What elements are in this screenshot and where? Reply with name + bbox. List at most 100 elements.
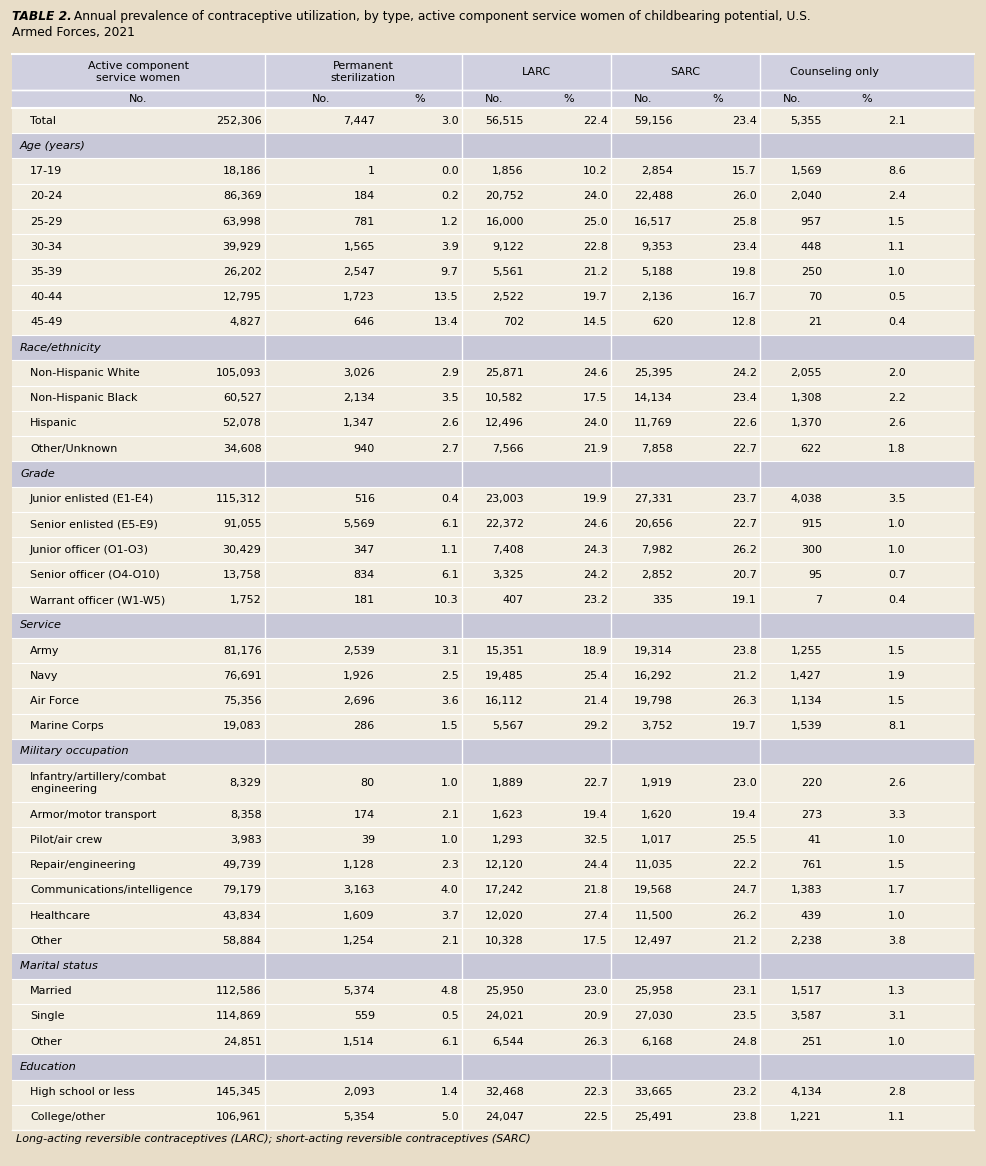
Text: 1: 1 [368, 166, 375, 176]
Text: 24.3: 24.3 [583, 545, 607, 555]
Text: 1,623: 1,623 [492, 809, 524, 820]
Text: Race/ethnicity: Race/ethnicity [20, 343, 102, 353]
Text: 1,569: 1,569 [791, 166, 822, 176]
Text: 3,752: 3,752 [641, 722, 672, 731]
Text: 24.6: 24.6 [583, 368, 607, 378]
Text: 106,961: 106,961 [216, 1112, 261, 1123]
Text: 26.3: 26.3 [732, 696, 756, 705]
Text: 35-39: 35-39 [30, 267, 62, 278]
Text: 0.5: 0.5 [888, 293, 906, 302]
Text: 22.7: 22.7 [732, 519, 756, 529]
Text: 1.0: 1.0 [888, 267, 906, 278]
Bar [12, 410, 974, 436]
Text: Junior enlisted (E1-E4): Junior enlisted (E1-E4) [30, 494, 154, 504]
Text: 22.7: 22.7 [583, 778, 607, 788]
Text: 17-19: 17-19 [30, 166, 62, 176]
Text: 8.6: 8.6 [888, 166, 906, 176]
Text: 22.8: 22.8 [583, 241, 607, 252]
Bar [12, 802, 974, 827]
Text: 24.2: 24.2 [732, 368, 756, 378]
Text: 39,929: 39,929 [223, 241, 261, 252]
Text: 0.7: 0.7 [888, 570, 906, 580]
Text: 40-44: 40-44 [30, 293, 62, 302]
Text: 20.9: 20.9 [583, 1011, 607, 1021]
Text: %: % [414, 94, 425, 104]
Text: SARC: SARC [670, 66, 700, 77]
Text: 21.8: 21.8 [583, 885, 607, 895]
Text: 3.6: 3.6 [441, 696, 458, 705]
Text: 19,314: 19,314 [634, 646, 672, 655]
Text: 27,331: 27,331 [634, 494, 672, 504]
Text: 45-49: 45-49 [30, 317, 62, 328]
Text: 1,128: 1,128 [343, 861, 375, 870]
Text: 115,312: 115,312 [216, 494, 261, 504]
Text: Non-Hispanic White: Non-Hispanic White [30, 368, 140, 378]
Bar [12, 285, 974, 310]
Text: 15,351: 15,351 [485, 646, 524, 655]
Text: 1,427: 1,427 [790, 670, 822, 681]
Bar [12, 688, 974, 714]
Text: 13,758: 13,758 [223, 570, 261, 580]
Text: 19.7: 19.7 [732, 722, 756, 731]
Bar [12, 978, 974, 1004]
Text: 7,566: 7,566 [492, 444, 524, 454]
Text: 105,093: 105,093 [216, 368, 261, 378]
Text: 11,500: 11,500 [634, 911, 672, 920]
Text: 915: 915 [801, 519, 822, 529]
Bar [12, 335, 974, 360]
Text: 3.7: 3.7 [441, 911, 458, 920]
Text: 22.5: 22.5 [583, 1112, 607, 1123]
Text: %: % [862, 94, 873, 104]
Text: 18,186: 18,186 [223, 166, 261, 176]
Text: 1,539: 1,539 [791, 722, 822, 731]
Text: 30-34: 30-34 [30, 241, 62, 252]
Text: 181: 181 [354, 595, 375, 605]
Text: 1.8: 1.8 [888, 444, 906, 454]
Text: 24,021: 24,021 [485, 1011, 524, 1021]
Text: 16,112: 16,112 [485, 696, 524, 705]
Text: 1.0: 1.0 [888, 835, 906, 845]
Text: 23.4: 23.4 [732, 241, 756, 252]
Text: 25,491: 25,491 [634, 1112, 672, 1123]
Text: 2,854: 2,854 [641, 166, 672, 176]
Text: 2,696: 2,696 [343, 696, 375, 705]
Text: 1,370: 1,370 [791, 419, 822, 428]
Text: 112,586: 112,586 [216, 986, 261, 996]
Text: 622: 622 [801, 444, 822, 454]
Text: 3,325: 3,325 [492, 570, 524, 580]
Text: Permanent
sterilization: Permanent sterilization [330, 61, 395, 83]
Text: 41: 41 [808, 835, 822, 845]
Text: 59,156: 59,156 [634, 115, 672, 126]
Text: Senior officer (O4-O10): Senior officer (O4-O10) [30, 570, 160, 580]
Text: 56,515: 56,515 [485, 115, 524, 126]
Text: 19.8: 19.8 [732, 267, 756, 278]
Text: 32.5: 32.5 [583, 835, 607, 845]
Text: Warrant officer (W1-W5): Warrant officer (W1-W5) [30, 595, 166, 605]
Text: 1.0: 1.0 [441, 835, 458, 845]
Text: 702: 702 [503, 317, 524, 328]
Text: 26,202: 26,202 [223, 267, 261, 278]
Text: 1,723: 1,723 [343, 293, 375, 302]
Text: 2.9: 2.9 [441, 368, 458, 378]
Text: No.: No. [783, 94, 802, 104]
Text: 8.1: 8.1 [888, 722, 906, 731]
Text: 7,408: 7,408 [492, 545, 524, 555]
Text: 2.6: 2.6 [888, 778, 906, 788]
Bar [12, 928, 974, 954]
Text: 1.7: 1.7 [888, 885, 906, 895]
Text: 25.0: 25.0 [583, 217, 607, 226]
Text: 1.5: 1.5 [888, 217, 906, 226]
Text: 23,003: 23,003 [485, 494, 524, 504]
Text: 448: 448 [801, 241, 822, 252]
Text: 10,582: 10,582 [485, 393, 524, 403]
Bar [12, 159, 974, 184]
Text: 0.2: 0.2 [441, 191, 458, 202]
Text: 1,620: 1,620 [641, 809, 672, 820]
Text: 12,120: 12,120 [485, 861, 524, 870]
Text: 1,517: 1,517 [791, 986, 822, 996]
Bar [12, 1054, 974, 1080]
Text: 5,354: 5,354 [343, 1112, 375, 1123]
Text: 23.0: 23.0 [583, 986, 607, 996]
Text: High school or less: High school or less [30, 1087, 135, 1097]
Text: 19,568: 19,568 [634, 885, 672, 895]
